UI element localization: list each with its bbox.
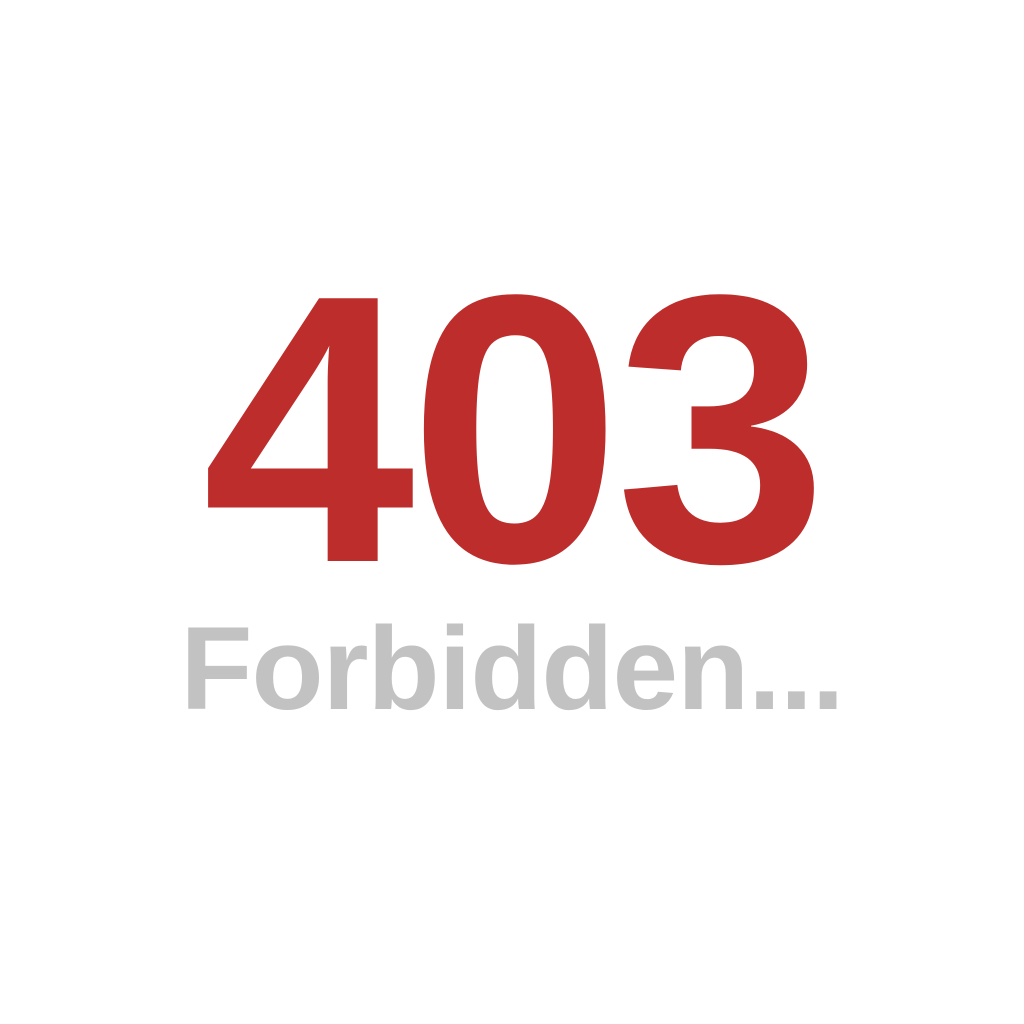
error-code: 403 <box>202 215 827 642</box>
error-message: Forbidden... <box>180 603 844 735</box>
